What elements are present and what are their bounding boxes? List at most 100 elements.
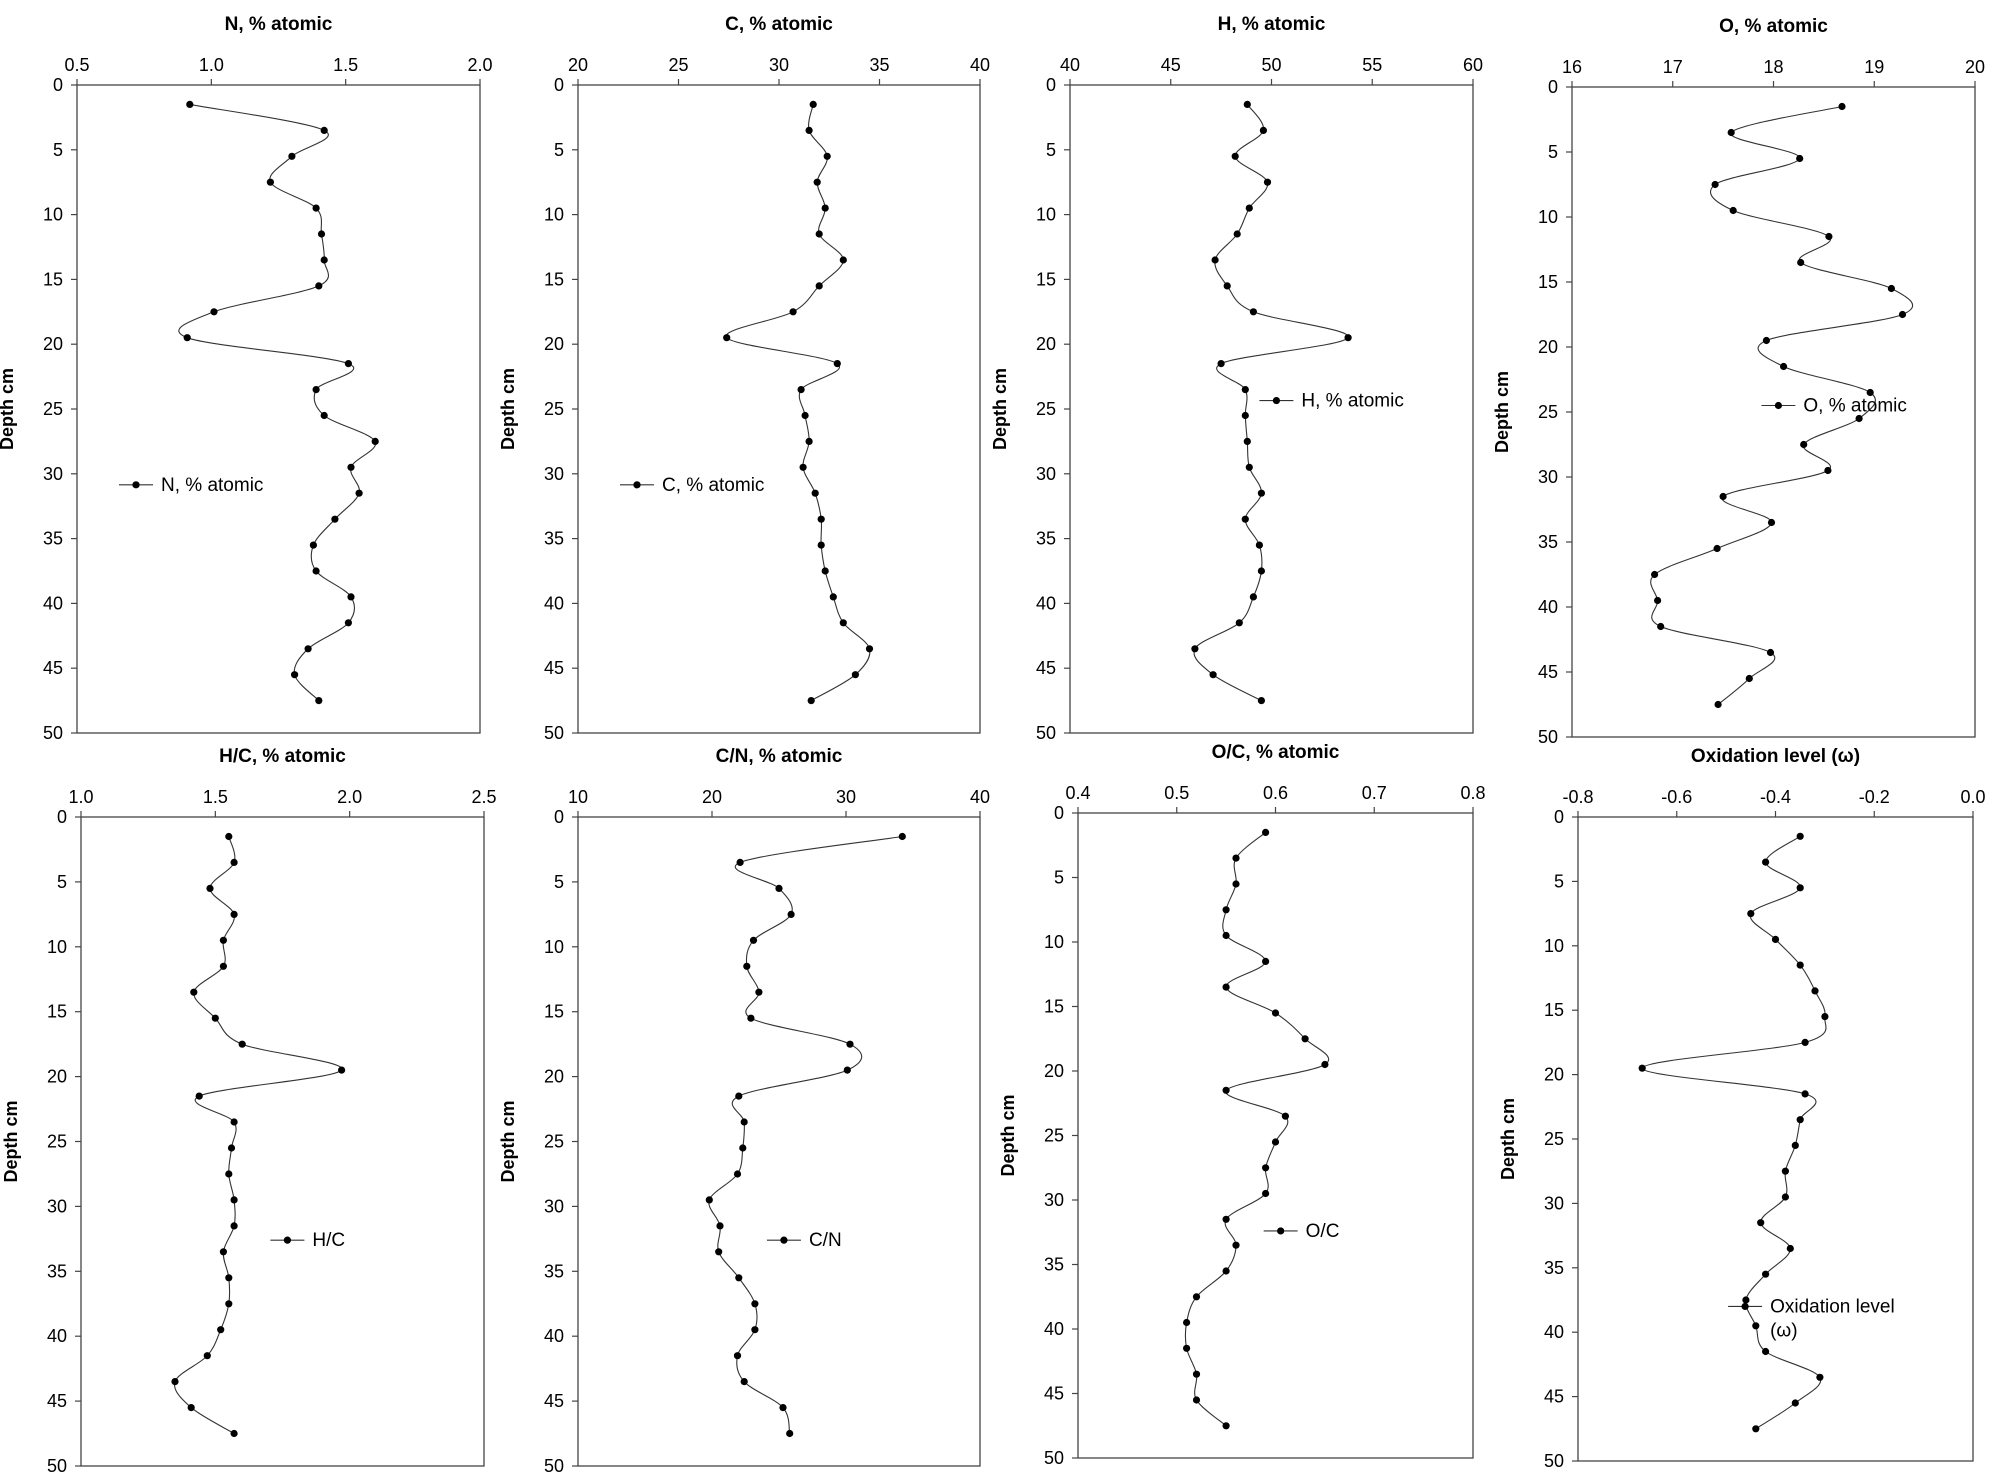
data-point [171,1378,179,1386]
legend-marker [1277,1227,1285,1235]
data-point [1713,544,1721,553]
data-point [1762,1270,1770,1278]
plot-frame [80,816,485,1467]
plot-frame [577,84,981,734]
legend: C/N [766,1230,842,1251]
data-point [230,910,238,919]
x-tick-label: 0.4 [1065,783,1090,803]
data-point [186,100,194,108]
data-point [1241,411,1249,420]
y-tick-label: 40 [1538,597,1558,617]
legend: Oxidation level (ω) [1728,1296,1895,1341]
y-tick-label: 40 [544,593,564,613]
data-point [1745,674,1753,683]
data-point [1183,1318,1191,1327]
data-point [309,541,317,549]
y-tick-label: 5 [57,872,67,892]
data-point [210,308,218,316]
data-point [1241,515,1249,523]
data-point [1243,100,1251,108]
y-tick-label: 30 [1036,464,1056,484]
y-tick-label: 40 [43,593,63,613]
data-point [1796,1116,1804,1124]
data-point [805,126,813,134]
data-point [1791,1399,1799,1407]
data-point [1816,1373,1824,1381]
data-point [312,567,320,575]
data-point [227,1144,236,1152]
plot-frame [1571,86,1976,738]
data-point [1243,437,1251,445]
data-point [839,256,847,264]
x-tick-label: 25 [668,55,688,75]
data-point [1801,1038,1809,1046]
data-point [1838,102,1846,111]
legend-label: O, % atomic [1803,396,1906,417]
data-point [1222,1422,1230,1430]
series-line [178,103,377,701]
y-tick-label: 40 [544,1326,564,1346]
y-tick-label: 35 [47,1261,67,1281]
x-tick-label: 2.0 [467,55,492,75]
data-point [1192,1396,1201,1404]
data-point [1821,1013,1829,1021]
data-point [1825,232,1833,241]
data-point [815,282,823,290]
data-point [801,411,809,420]
data-point [1657,622,1665,631]
data-point [1796,832,1804,840]
y-tick-label: 20 [47,1067,67,1087]
chart-panel-6: C/N, % atomic 10 20 30 40 0 5 10 15 20 25 30 35 40 45 5… [498,746,990,1476]
chart-title: C/N, % atomic [716,746,843,767]
y-tick-label: 50 [47,1456,67,1476]
data-point [1217,360,1225,368]
data-point [1801,1090,1809,1098]
data-point [789,308,797,316]
y-tick-label: 50 [43,723,63,743]
legend-marker [132,481,140,489]
legend-label: H, % atomic [1301,391,1403,412]
data-point [716,1222,724,1230]
x-tick-label: 0.5 [64,55,89,75]
data-point [1255,541,1263,549]
data-point [1222,1086,1230,1094]
y-tick-label: 30 [1544,1193,1564,1213]
data-point [1211,256,1219,264]
y-tick-label: 40 [1044,1319,1064,1339]
y-tick-label: 5 [1554,871,1564,891]
x-tick-label: 1.5 [333,55,358,75]
x-tick-label: -0.8 [1562,787,1593,807]
data-point [1262,828,1270,837]
x-tick-label: 50 [1261,55,1281,75]
data-point [219,936,227,944]
legend-marker [1272,396,1281,405]
data-point [747,1014,755,1022]
y-tick-label: 15 [43,269,63,289]
x-tick-label: 16 [1562,57,1582,77]
data-point [1232,1241,1240,1249]
y-tick-label: 20 [544,1067,564,1087]
data-point [1711,180,1719,189]
x-tick-label: 1.5 [203,787,228,807]
plot-frame [1577,816,1974,1462]
y-tick-label: 15 [544,1002,564,1022]
x-tick-label: 10 [568,787,588,807]
y-axis-label: Depth cm [998,1094,1018,1176]
y-tick-label: 35 [1538,532,1558,552]
x-tick-label: 2.0 [337,787,362,807]
y-tick-label: 20 [1036,334,1056,354]
y-tick-label: 45 [1044,1384,1064,1404]
x-tick-label: 20 [568,55,588,75]
x-tick-label: 30 [836,787,856,807]
chart-panel-3: H, % atomic 40 45 50 55 60 0 5 10 15 20 25 30 35 40 45 5… [990,14,1483,743]
x-tick-label: 19 [1864,57,1884,77]
y-tick-label: 5 [1054,868,1064,888]
data-point [1767,518,1776,527]
data-point [817,515,825,523]
chart-title: C, % atomic [725,14,833,35]
data-point [1259,126,1267,134]
y-tick-label: 10 [43,205,63,225]
y-tick-label: 25 [544,1132,564,1152]
data-point [355,489,363,497]
data-point [1245,204,1253,212]
